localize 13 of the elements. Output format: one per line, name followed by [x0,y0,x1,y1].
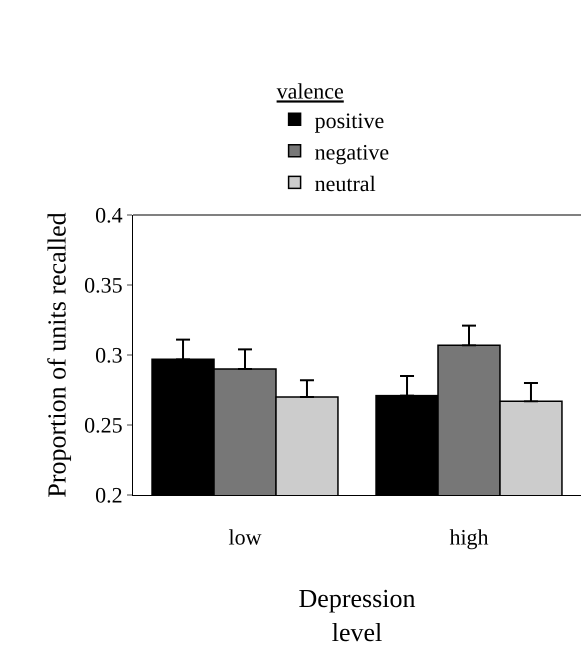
y-tick-label: 0.35 [84,272,123,298]
y-tick-label: 0.3 [95,342,123,368]
y-axis-title: Proportion of units recalled [42,212,72,498]
y-tick-label: 0.25 [84,412,123,438]
legend-label: neutral [314,170,376,196]
x-tick-label: low [228,524,262,550]
legend-title: valence [276,78,344,104]
y-tick-label: 0.4 [95,202,123,228]
x-axis-title: Depression level [298,584,416,647]
x-tick-label: high [449,524,489,550]
y-tick-label: 0.2 [95,482,123,508]
legend-label: positive [314,108,384,133]
legend-label: negative [314,139,390,164]
